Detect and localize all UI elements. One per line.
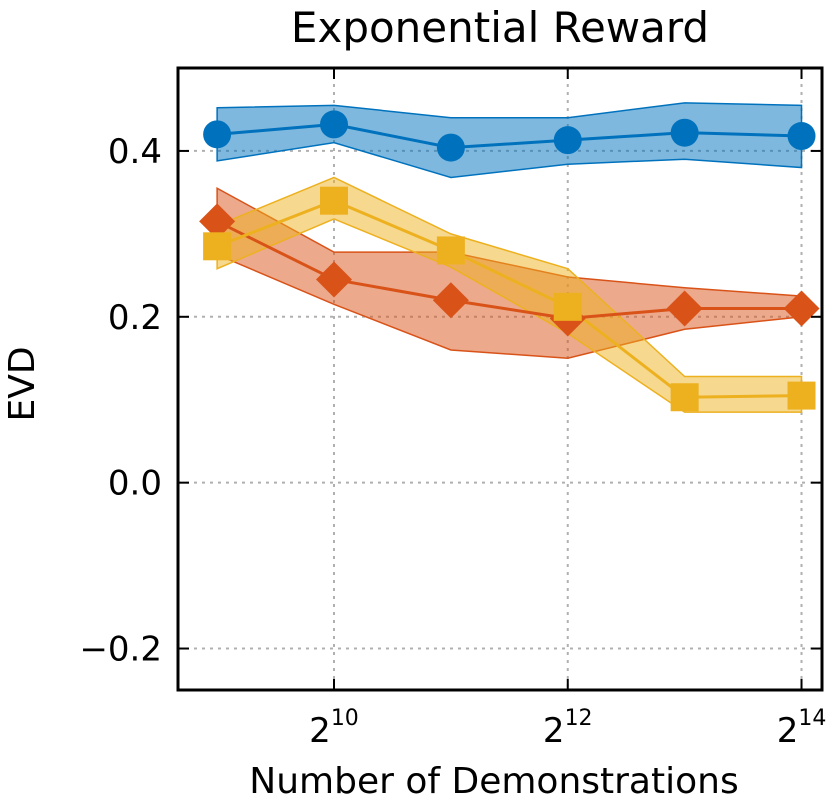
data-point-square bbox=[436, 236, 465, 265]
series-line bbox=[216, 199, 802, 399]
data-point-circle bbox=[787, 122, 816, 151]
data-point-diamond bbox=[783, 290, 820, 327]
data-point-square bbox=[319, 186, 348, 215]
data-point-diamond bbox=[199, 203, 236, 240]
plot-frame bbox=[176, 66, 824, 692]
data-point-circle bbox=[553, 126, 582, 155]
x-axis-label: Number of Demonstrations bbox=[249, 761, 738, 802]
y-tick-label: −0.2 bbox=[79, 630, 162, 670]
data-point-square bbox=[787, 381, 816, 410]
x-tick-base: 2 bbox=[777, 711, 799, 751]
x-tick-label: 214 bbox=[777, 706, 827, 751]
data-point-square bbox=[553, 292, 582, 321]
data-point-diamond bbox=[432, 282, 469, 319]
x-tick-exponent: 10 bbox=[331, 706, 359, 731]
data-point-circle bbox=[319, 110, 348, 139]
data-point-diamond bbox=[315, 261, 352, 298]
confidence-band bbox=[216, 102, 803, 179]
data-point-circle bbox=[203, 120, 232, 149]
series-markers bbox=[199, 110, 820, 412]
x-tick-exponent: 12 bbox=[565, 706, 593, 731]
axis-ticks: 210 212 214−0.20.00.20.4 bbox=[79, 68, 826, 751]
series-line bbox=[216, 122, 802, 150]
x-tick-label: 210 bbox=[309, 706, 359, 751]
y-axis-label: EVD bbox=[2, 346, 43, 421]
series-line bbox=[216, 220, 802, 320]
y-tick-label: 0.4 bbox=[108, 132, 162, 172]
y-tick-label: 0.2 bbox=[108, 298, 162, 338]
data-point-circle bbox=[670, 118, 699, 147]
x-tick-label: 212 bbox=[543, 706, 593, 751]
data-point-square bbox=[670, 383, 699, 412]
confidence-band bbox=[216, 176, 803, 413]
x-tick-base: 2 bbox=[309, 711, 331, 751]
data-point-circle bbox=[436, 133, 465, 162]
x-tick-base: 2 bbox=[543, 711, 565, 751]
confidence-bands bbox=[216, 102, 803, 413]
data-point-square bbox=[203, 232, 232, 261]
series-lines bbox=[216, 122, 802, 399]
data-point-diamond bbox=[666, 290, 703, 327]
x-tick-exponent: 14 bbox=[798, 706, 826, 731]
y-tick-label: 0.0 bbox=[108, 464, 162, 504]
chart-title: Exponential Reward bbox=[291, 3, 709, 52]
